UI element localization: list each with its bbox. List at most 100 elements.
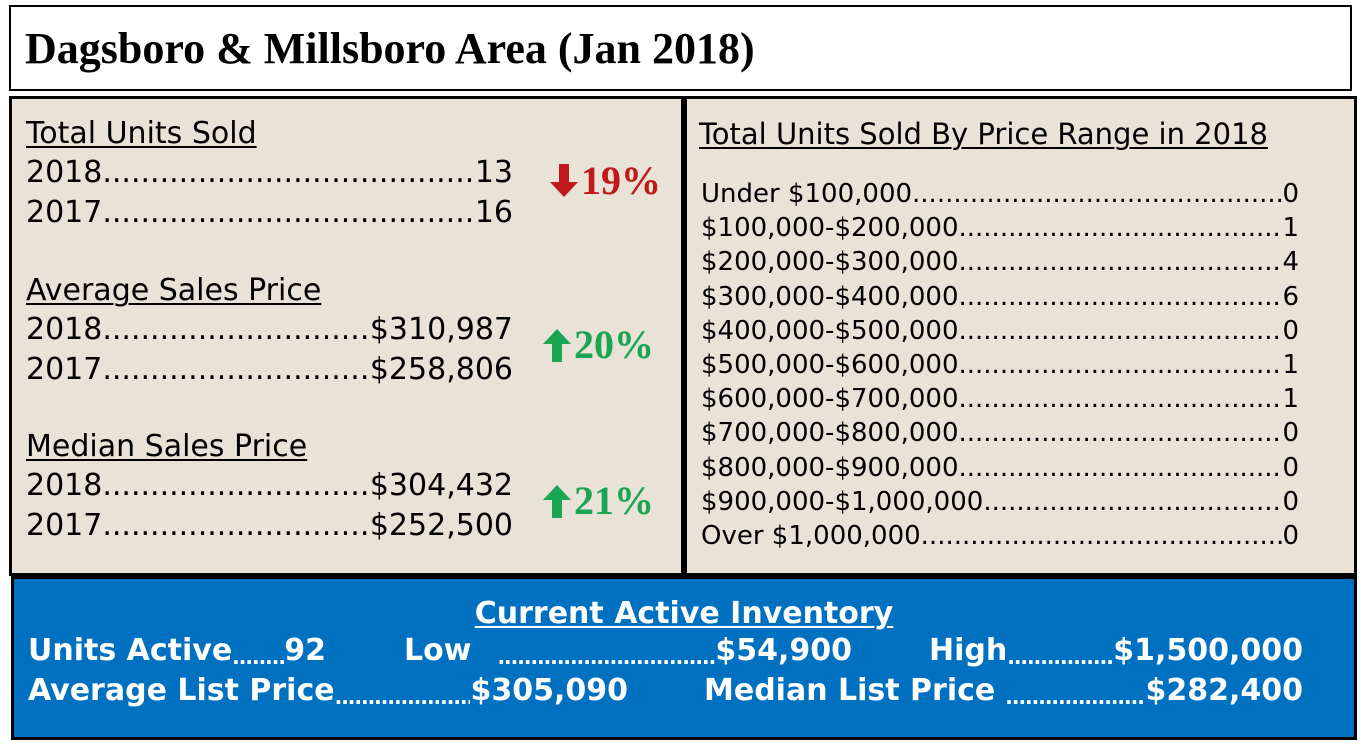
avg-change: 20%	[542, 323, 654, 367]
price-range-row: $900,000-$1,000,000 0	[701, 487, 1299, 517]
price-range-row: $100,000-$200,000 1	[701, 213, 1299, 243]
dot-leader	[959, 350, 1283, 380]
median-row-2018: 2018 $304,432	[26, 468, 513, 504]
median-change: 21%	[542, 479, 654, 523]
avg-price-heading: Average Sales Price	[26, 273, 322, 308]
price-range-row: Under $100,000 0	[701, 179, 1299, 209]
dot-leader	[102, 352, 369, 388]
units-row-2017: 2017 16	[26, 195, 513, 231]
median-row-2017: 2017 $252,500	[26, 508, 513, 544]
price-range-row: $700,000-$800,000 0	[701, 418, 1299, 448]
price-range-count: 0	[1282, 315, 1299, 346]
units-row-2018: 2018 13	[26, 155, 513, 191]
row-label: 2018	[26, 155, 103, 190]
price-range-count: 0	[1282, 179, 1299, 209]
price-range-label: $700,000-$800,000	[701, 418, 959, 449]
price-range-row: $300,000-$400,000 6	[701, 282, 1299, 312]
dot-leader	[959, 453, 1283, 483]
price-range-count: 1	[1282, 213, 1299, 244]
dot-leader	[959, 282, 1283, 312]
price-range-label: Under $100,000	[701, 179, 913, 209]
inventory-heading: Current Active Inventory	[474, 596, 894, 631]
price-range-heading: Total Units Sold By Price Range in 2018	[699, 117, 1268, 151]
arrow-up-icon	[543, 329, 571, 362]
title-box: Dagsboro & Millsboro Area (Jan 2018)	[9, 5, 1352, 91]
dot-leader	[1005, 686, 1145, 708]
total-units-heading: Total Units Sold	[26, 116, 257, 151]
dot-leader	[983, 487, 1282, 517]
price-range-count: 0	[1282, 418, 1299, 449]
price-range-label: $600,000-$700,000	[701, 384, 959, 415]
price-range-label: $400,000-$500,000	[701, 315, 959, 346]
price-range-row: $500,000-$600,000 1	[701, 350, 1299, 380]
dot-leader	[497, 646, 715, 668]
dot-leader	[921, 521, 1283, 551]
low-value: $54,900	[715, 633, 852, 668]
price-range-label: $100,000-$200,000	[701, 213, 959, 244]
dot-leader	[102, 155, 474, 191]
price-range-label: $900,000-$1,000,000	[701, 486, 984, 517]
price-range-row: $800,000-$900,000 0	[701, 453, 1299, 483]
median-list-row: Median List Price $282,400	[704, 674, 1303, 708]
price-range-label: Over $1,000,000	[701, 521, 921, 551]
price-range-row: $600,000-$700,000 1	[701, 384, 1299, 414]
price-range-count: 1	[1282, 350, 1299, 380]
high-value: $1,500,000	[1113, 633, 1303, 668]
price-range-row: $400,000-$500,000 0	[701, 316, 1299, 346]
price-range-count: 0	[1282, 521, 1299, 551]
avg-row-2017: 2017 $258,806	[26, 352, 513, 388]
median-list-value: $282,400	[1145, 673, 1303, 708]
row-label: 2018	[26, 312, 103, 347]
price-range-count: 0	[1282, 486, 1299, 517]
row-value: 16	[474, 195, 513, 230]
arrow-up-icon	[543, 485, 571, 518]
row-label: 2017	[26, 508, 103, 543]
low-row: Low $54,900	[404, 634, 852, 668]
price-range-label: $800,000-$900,000	[701, 452, 959, 483]
sales-summary-panel: Total Units Sold 2018 13 2017 16 19% Ave…	[9, 96, 684, 576]
row-value: $252,500	[369, 508, 513, 543]
dot-leader	[1007, 646, 1113, 668]
median-list-label: Median List Price	[704, 673, 996, 708]
high-label: High	[929, 633, 1008, 668]
price-range-count: 1	[1282, 384, 1299, 415]
price-range-panel: Total Units Sold By Price Range in 2018 …	[684, 96, 1357, 576]
page-title: Dagsboro & Millsboro Area (Jan 2018)	[25, 24, 755, 73]
dot-leader	[102, 312, 369, 348]
avg-row-2018: 2018 $310,987	[26, 312, 513, 348]
high-row: High $1,500,000	[929, 634, 1303, 668]
price-range-count: 4	[1282, 247, 1299, 278]
median-change-text: 21%	[574, 478, 654, 523]
row-value: $304,432	[369, 468, 513, 503]
row-value: $310,987	[369, 312, 513, 347]
row-label: 2018	[26, 468, 103, 503]
dot-leader	[232, 646, 284, 668]
avg-change-text: 20%	[574, 322, 654, 367]
low-label: Low	[404, 633, 472, 668]
dot-leader	[102, 468, 369, 504]
price-range-count: 0	[1282, 452, 1299, 483]
row-value: $258,806	[369, 352, 513, 387]
avg-list-label: Average List Price	[28, 673, 335, 708]
price-range-label: $500,000-$600,000	[701, 350, 959, 380]
dot-leader	[102, 508, 369, 544]
units-active-value: 92	[284, 633, 326, 668]
dot-leader	[912, 179, 1282, 209]
avg-list-row: Average List Price $305,090	[28, 674, 628, 708]
dot-leader	[959, 247, 1283, 277]
units-active-row: Units Active 92	[28, 634, 326, 668]
dot-leader	[959, 384, 1283, 414]
dot-leader	[959, 316, 1283, 346]
median-price-heading: Median Sales Price	[26, 429, 308, 464]
price-range-row: $200,000-$300,000 4	[701, 247, 1299, 277]
arrow-down-icon	[550, 164, 578, 197]
dot-leader	[959, 213, 1283, 243]
avg-list-value: $305,090	[470, 673, 628, 708]
price-range-label: $200,000-$300,000	[701, 247, 959, 278]
units-active-label: Units Active	[28, 633, 233, 668]
dot-leader	[335, 686, 471, 708]
inventory-panel: Current Active Inventory Units Active 92…	[11, 576, 1357, 740]
units-change-text: 19%	[581, 158, 661, 203]
dot-leader	[102, 195, 474, 231]
dot-leader	[959, 418, 1283, 448]
